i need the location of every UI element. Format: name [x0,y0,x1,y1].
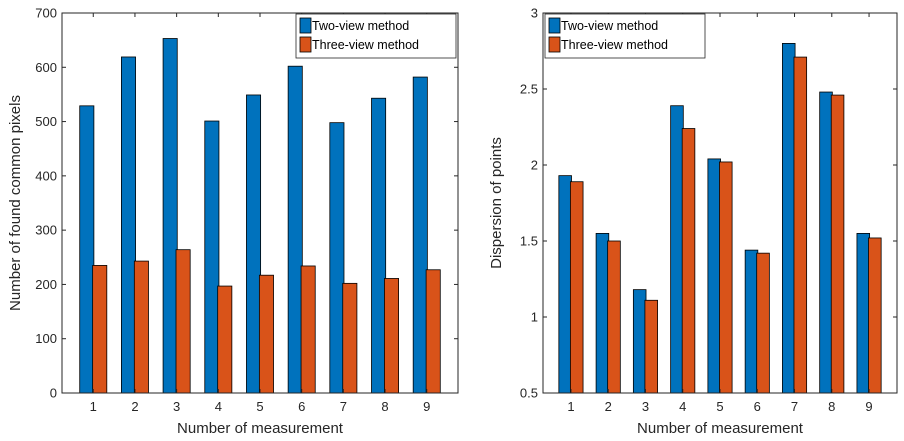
chart-dispersion: 0.5 1 1.5 2 2.5 3 1 2 3 4 5 6 7 8 9 Number of measureme… [488,6,898,437]
y-tick-label: 1.5 [520,234,538,249]
x-tick-label: 4 [215,399,222,414]
x-tick-label: 5 [256,399,263,414]
bar-two-view-2 [121,56,136,394]
bar-two-view-2 [595,232,610,394]
x-axis-label: Number of measurement [177,420,344,437]
legend: Two-view method Three-view method [295,13,457,59]
bar-three-view-3 [175,249,191,394]
x-tick-label: 9 [865,399,872,414]
bar-three-view-6 [300,265,316,394]
y-tick-label: 2.5 [520,82,538,97]
bar-two-view-3 [632,289,647,394]
bar-two-view-4 [204,120,220,394]
legend-box [544,13,706,59]
bar-two-view-6 [744,249,759,394]
bar-three-view-3 [644,299,658,394]
bar-three-view-2 [607,240,621,394]
x-tick-label: 2 [131,399,138,414]
x-tick-label: 6 [754,399,761,414]
x-axis-label: Number of measurement [637,420,804,437]
legend-entry: Three-view method [561,38,668,52]
bar-two-view-4 [670,105,684,394]
x-tick-label: 6 [298,399,305,414]
legend-entry: Two-view method [561,19,658,33]
legend: Two-view method Three-view method [544,13,706,59]
legend-swatch [299,17,312,34]
x-tick-label: 2 [605,399,612,414]
y-axis-label: Number of found common pixels [7,95,24,311]
bar-two-view-8 [819,91,833,394]
bar-three-view-9 [425,269,441,394]
y-axis-label: Dispersion of points [488,137,505,269]
x-tick-label: 1 [567,399,574,414]
x-tick-label: 9 [423,399,430,414]
bar-three-view-4 [681,128,696,394]
x-tick-label: 7 [340,399,347,414]
bar-two-view-1 [79,105,95,394]
bar-three-view-7 [342,282,358,394]
bar-three-view-1 [569,181,584,394]
y-tick-label: 300 [35,223,57,238]
bar-three-view-4 [217,285,233,394]
x-tick-label: 8 [381,399,388,414]
x-tick-label: 3 [173,399,180,414]
y-tick-label: 3 [531,6,538,21]
bar-two-view-3 [162,38,178,394]
bar-three-view-6 [756,252,770,394]
y-tick-label: 0.5 [520,386,538,401]
legend-swatch [548,36,561,53]
bar-two-view-5 [246,94,262,394]
bar-three-view-5 [719,161,733,394]
bar-three-view-5 [258,274,274,394]
y-tick-label: 600 [35,60,57,75]
legend-swatch [299,36,312,53]
x-tick-label: 1 [90,399,97,414]
y-tick-label: 2 [531,158,538,173]
legend-entry: Two-view method [312,19,409,33]
y-tick-label: 700 [35,6,57,21]
y-tick-label: 400 [35,168,57,183]
bar-two-view-1 [558,175,572,394]
bar-two-view-7 [782,43,796,394]
y-tick-label: 500 [35,114,57,129]
bar-two-view-8 [371,97,387,394]
bar-two-view-6 [287,65,303,394]
bar-two-view-9 [856,232,871,394]
y-tick-label: 1 [531,310,538,325]
legend-swatch [548,17,561,34]
x-tick-label: 5 [716,399,723,414]
x-tick-label: 3 [642,399,649,414]
bar-two-view-7 [329,122,345,394]
legend-box [295,13,457,59]
y-tick-label: 0 [50,386,57,401]
bar-two-view-9 [412,76,428,394]
y-tick-label: 200 [35,277,57,292]
chart-common-pixels: 0 100 200 300 400 500 600 700 1 2 3 4 5 6 7 8 9 Number of… [7,6,459,437]
x-tick-label: 4 [679,399,686,414]
bar-three-view-7 [793,56,808,394]
x-tick-label: 7 [791,399,798,414]
y-tick-label: 100 [35,331,57,346]
bar-three-view-1 [92,265,108,394]
legend-entry: Three-view method [312,38,419,52]
bar-three-view-8 [384,278,399,394]
x-tick-label: 8 [828,399,835,414]
bar-three-view-2 [133,260,149,394]
bar-two-view-5 [707,158,721,394]
bar-three-view-9 [868,237,882,394]
bar-three-view-8 [830,94,845,394]
